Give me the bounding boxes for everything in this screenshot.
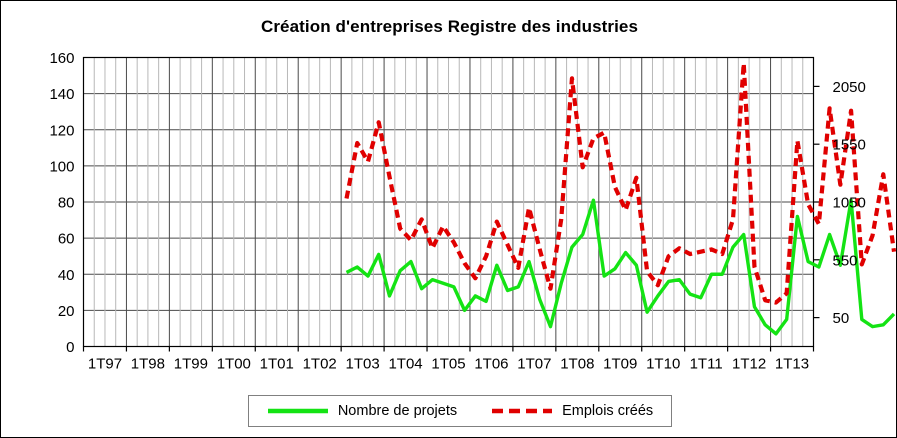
right-axis-tick-label: 50: [833, 310, 850, 327]
axis-ticks: [82, 85, 820, 352]
x-axis-tick-label: 1T05: [431, 356, 465, 373]
data-series: [344, 61, 896, 336]
chart-legend: Nombre de projets Emplois créés: [248, 395, 672, 427]
right-axis-tick-label: 1550: [833, 137, 866, 154]
chart-title: Création d'entreprises Registre des indu…: [260, 17, 639, 36]
x-axis-tick-label: 1T07: [517, 356, 551, 373]
x-axis-tick-label: 1T98: [131, 356, 165, 373]
left-axis-labels: 0 20 40 60 80 100 120 140 160: [49, 50, 74, 356]
x-axis-tick-label: 1T09: [603, 356, 637, 373]
right-axis-tick-label: 1050: [833, 195, 866, 212]
left-axis-tick-label: 80: [58, 195, 75, 212]
legend-swatch-dashed-line-icon: [492, 408, 553, 414]
x-axis-tick-label: 1T01: [260, 356, 294, 373]
legend-item-nombre-de-projets: Nombre de projets: [267, 403, 457, 419]
x-axis-tick-label: 1T00: [217, 356, 251, 373]
left-axis-tick-label: 40: [58, 267, 75, 284]
x-axis-tick-label: 1T08: [560, 356, 594, 373]
x-axis-labels: 1T97 1T98 1T99 1T00 1T01 1T02 1T03 1T04 1T05 1T06…: [88, 356, 809, 373]
x-axis-tick-label: 1T03: [346, 356, 380, 373]
x-axis-tick-label: 1T10: [646, 356, 680, 373]
legend-item-emplois-crees: Emplois créés: [491, 403, 653, 419]
right-axis-tick-label: 2050: [833, 79, 866, 96]
x-axis-tick-label: 1T99: [174, 356, 208, 373]
left-axis-tick-label: 100: [49, 158, 74, 175]
right-axis-labels: 50 550 1050 1550 2050: [833, 79, 866, 327]
left-axis-tick-label: 20: [58, 303, 75, 320]
x-axis-tick-label: 1T02: [303, 356, 337, 373]
x-axis-tick-label: 1T13: [775, 356, 809, 373]
series-line-emplois-cr-s: [344, 61, 896, 305]
plot-frame: [82, 56, 815, 348]
grid-lines: [83, 57, 814, 347]
x-axis-tick-label: 1T97: [88, 356, 122, 373]
legend-label-nombre-de-projets: Nombre de projets: [337, 403, 458, 419]
left-axis-tick-label: 120: [49, 122, 74, 139]
left-axis-tick-label: 160: [49, 50, 74, 67]
series-line-nombre-de-projets: [345, 198, 896, 336]
legend-swatch-solid-line-icon: [267, 408, 328, 414]
x-axis-tick-label: 1T12: [732, 356, 766, 373]
left-axis-tick-label: 60: [58, 231, 75, 248]
x-axis-tick-label: 1T04: [388, 356, 422, 373]
left-axis-tick-label: 0: [66, 339, 74, 356]
left-axis-tick-label: 140: [49, 86, 74, 103]
legend-label-emplois-crees: Emplois créés: [562, 403, 654, 419]
x-axis-tick-label: 1T06: [474, 356, 508, 373]
x-axis-tick-label: 1T11: [690, 356, 723, 373]
right-axis-tick-label: 550: [833, 252, 858, 269]
